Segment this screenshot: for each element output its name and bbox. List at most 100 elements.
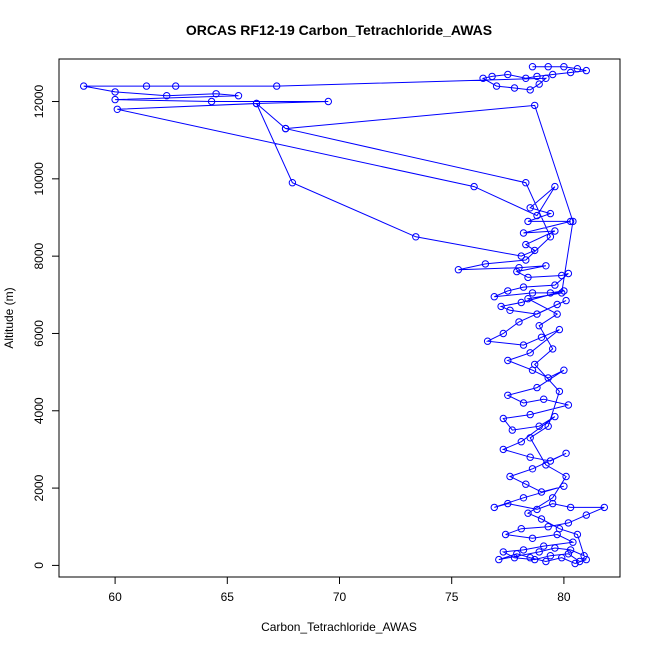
- data-point: [542, 557, 550, 566]
- data-point: [551, 544, 559, 552]
- data-point: [504, 70, 512, 79]
- data-point: [524, 217, 532, 226]
- data-point: [234, 92, 243, 100]
- y-axis: 0 2000 4000 6000 8000 10000 12000: [32, 85, 60, 569]
- data-point: [510, 84, 519, 92]
- y-tick-label: 0: [32, 562, 46, 569]
- y-tick-label: 12000: [32, 85, 46, 119]
- data-point: [524, 509, 532, 517]
- data-point: [546, 552, 555, 560]
- data-point: [528, 289, 537, 297]
- data-point: [497, 302, 505, 311]
- y-tick-label: 6000: [32, 320, 46, 347]
- data-point: [533, 310, 541, 318]
- data-point: [506, 306, 514, 314]
- y-tick-label: 2000: [32, 474, 46, 501]
- data-point: [501, 530, 510, 539]
- data-point: [526, 86, 534, 94]
- data-point: [553, 300, 561, 309]
- data-point: [582, 555, 590, 564]
- data-point: [528, 465, 537, 473]
- data-point: [549, 345, 557, 353]
- data-point: [504, 287, 512, 295]
- data-point: [526, 204, 534, 212]
- data-point: [111, 88, 119, 96]
- data-point: [504, 499, 512, 508]
- x-tick-label: 60: [108, 590, 122, 604]
- data-point: [513, 550, 521, 558]
- data-point: [519, 341, 528, 349]
- data-point: [555, 387, 564, 396]
- data-point: [533, 72, 541, 81]
- data-point: [544, 422, 552, 430]
- x-tick-label: 65: [221, 590, 235, 604]
- data-point: [492, 82, 501, 90]
- data-point: [600, 503, 608, 512]
- data-point: [499, 414, 507, 423]
- data-point: [546, 289, 555, 297]
- data-point: [142, 82, 151, 90]
- data-point: [252, 99, 261, 108]
- data-point: [566, 503, 575, 512]
- data-point: [113, 105, 122, 114]
- data-point: [479, 74, 487, 83]
- series-line: [83, 66, 605, 565]
- data-point: [546, 457, 555, 465]
- data-point: [519, 546, 528, 554]
- data-point: [537, 488, 546, 496]
- data-point: [524, 273, 532, 282]
- data-point: [533, 505, 541, 514]
- data-point: [499, 329, 507, 338]
- data-point: [80, 82, 88, 90]
- data-point: [582, 66, 590, 75]
- data-point: [510, 554, 519, 562]
- data-point: [560, 287, 568, 295]
- data-point: [495, 555, 503, 564]
- y-tick-label: 8000: [32, 242, 46, 269]
- data-point: [207, 97, 216, 106]
- data-point: [163, 92, 171, 100]
- data-point: [515, 318, 523, 326]
- data-point: [564, 269, 573, 278]
- data-point: [560, 62, 568, 71]
- data-point: [513, 267, 521, 276]
- data-point: [535, 80, 543, 88]
- data-point: [519, 494, 528, 502]
- data-point: [569, 538, 577, 546]
- data-point: [558, 289, 566, 297]
- y-axis-label: Altitude (m): [2, 287, 16, 348]
- y-tick-label: 10000: [32, 162, 46, 196]
- data-point: [564, 519, 573, 527]
- data-point: [324, 97, 332, 106]
- data-point: [555, 325, 564, 334]
- data-point: [508, 426, 516, 434]
- data-point: [504, 356, 512, 365]
- data-point: [522, 240, 530, 249]
- series-layer: [80, 62, 608, 568]
- data-point: [569, 217, 577, 226]
- data-point: [549, 70, 557, 79]
- data-point: [553, 310, 561, 318]
- data-point: [560, 482, 568, 490]
- data-point: [549, 494, 557, 502]
- data-point: [544, 62, 552, 71]
- data-point: [522, 179, 530, 187]
- data-point: [522, 480, 530, 488]
- data-point: [528, 62, 537, 71]
- data-point: [575, 557, 584, 566]
- plot-frame: [58, 58, 621, 578]
- data-point: [535, 422, 543, 430]
- data-point: [522, 256, 530, 264]
- data-point: [454, 266, 463, 274]
- data-point: [483, 337, 492, 345]
- data-point: [517, 252, 525, 260]
- data-point: [526, 453, 534, 461]
- data-point: [499, 548, 507, 556]
- data-point: [562, 296, 570, 305]
- data-point: [566, 68, 575, 77]
- data-point: [519, 283, 528, 291]
- data-point: [573, 65, 582, 73]
- data-point: [562, 449, 570, 457]
- data-point: [515, 264, 523, 272]
- data-point: [542, 262, 550, 270]
